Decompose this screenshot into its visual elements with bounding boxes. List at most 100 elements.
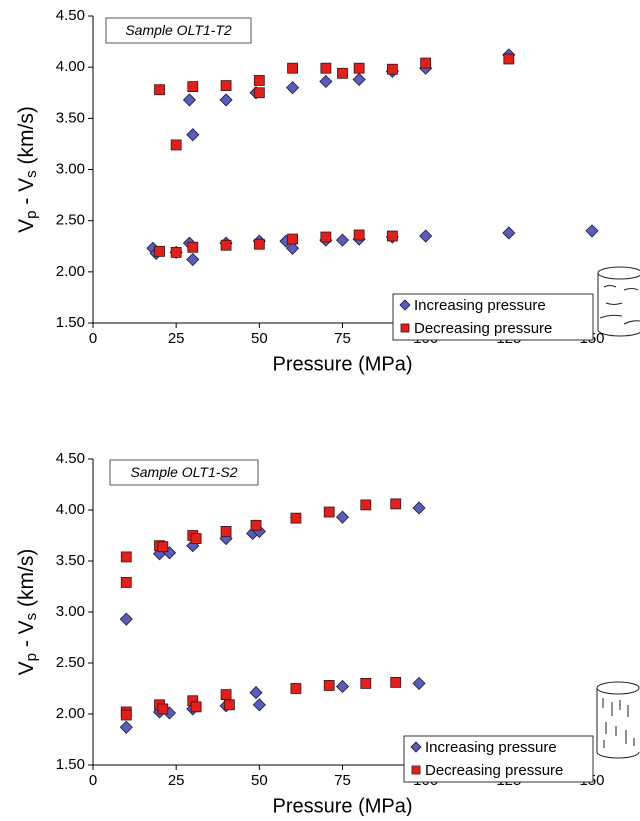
- data-point: [353, 62, 365, 74]
- data-point: [190, 533, 202, 544]
- data-point: [353, 229, 365, 241]
- data-point: [154, 84, 165, 96]
- x-axis-label: Pressure (MPa): [272, 353, 412, 375]
- legend-label: Increasing pressure: [414, 297, 546, 314]
- x-tick-label: 0: [89, 330, 97, 347]
- data-point: [119, 612, 133, 626]
- chart-title: Sample OLT1-T2: [125, 22, 232, 38]
- data-point: [253, 238, 265, 250]
- data-point: [287, 62, 299, 74]
- title-box: [105, 17, 252, 44]
- y-axis-label-part: V: [15, 661, 38, 675]
- data-point: [390, 498, 402, 510]
- data-point: [502, 226, 516, 240]
- data-point: [252, 698, 266, 712]
- data-point: [253, 87, 265, 99]
- legend-marker: [411, 765, 421, 775]
- y-tick-label: 3.50: [56, 109, 85, 126]
- x-tick-label: 75: [334, 772, 351, 789]
- data-point: [290, 683, 302, 694]
- data-point: [120, 709, 132, 721]
- data-point: [319, 74, 333, 89]
- data-point: [419, 229, 433, 243]
- y-tick-label: 1.50: [56, 756, 85, 773]
- x-tick-label: 25: [168, 330, 185, 347]
- legend-box: [392, 293, 594, 341]
- x-tick-label: 50: [251, 330, 268, 347]
- data-point: [223, 699, 235, 711]
- data-point: [190, 701, 202, 713]
- data-point: [220, 80, 232, 91]
- y-tick-label: 3.50: [56, 552, 85, 569]
- sample-sketch: [596, 681, 640, 759]
- y-tick-label: 2.50: [56, 212, 85, 229]
- data-point: [250, 519, 262, 531]
- x-axis-label: Pressure (MPa): [272, 795, 412, 816]
- chart-title: Sample OLT1-S2: [130, 464, 237, 480]
- data-point: [420, 57, 432, 69]
- legend-label: Increasing pressure: [425, 739, 557, 756]
- data-point: [187, 241, 199, 253]
- y-axis-label-part: - V: [15, 178, 38, 211]
- y-tick-label: 3.00: [56, 603, 85, 620]
- data-point: [335, 233, 350, 247]
- y-tick-label: 2.50: [56, 654, 85, 671]
- data-point: [320, 62, 332, 74]
- y-tick-label: 4.00: [56, 58, 85, 75]
- x-tick-label: 75: [334, 330, 351, 347]
- data-point: [170, 139, 182, 151]
- legend-marker: [410, 741, 422, 753]
- data-point: [220, 239, 232, 251]
- data-point: [412, 501, 426, 515]
- data-point: [412, 676, 426, 690]
- data-point: [386, 63, 398, 75]
- legend-label: Decreasing pressure: [414, 320, 552, 337]
- data-point: [220, 689, 232, 701]
- data-point: [219, 93, 233, 107]
- y-axis-label-part: (km/s): [15, 106, 38, 170]
- data-point: [120, 577, 132, 588]
- data-point: [335, 510, 350, 524]
- y-axis-label-part: p: [23, 210, 40, 218]
- data-point: [170, 246, 182, 258]
- data-point: [220, 526, 232, 537]
- x-tick-label: 0: [89, 772, 97, 789]
- y-axis-label: Vp - Vs (km/s): [15, 106, 40, 233]
- data-point: [335, 679, 350, 694]
- data-point: [323, 506, 335, 518]
- data-point: [249, 686, 263, 700]
- data-point: [286, 81, 300, 95]
- x-tick-label: 25: [168, 772, 185, 789]
- y-axis-label-part: V: [15, 219, 38, 233]
- y-tick-label: 1.50: [56, 314, 85, 331]
- legend-label: Decreasing pressure: [425, 762, 563, 779]
- data-point: [352, 72, 366, 87]
- data-point: [119, 720, 133, 734]
- data-point: [360, 499, 372, 511]
- data-point: [154, 245, 165, 257]
- y-tick-label: 4.00: [56, 501, 85, 518]
- y-axis-label-part: s: [23, 170, 40, 178]
- y-tick-label: 2.00: [56, 263, 85, 280]
- y-axis-label: Vp - Vs (km/s): [15, 549, 40, 676]
- title-box: [109, 459, 259, 486]
- data-point: [157, 703, 169, 715]
- data-point: [120, 551, 132, 563]
- y-axis-label-part: - V: [15, 620, 38, 653]
- data-point: [286, 241, 300, 255]
- legend-box: [403, 735, 594, 783]
- data-point: [287, 233, 299, 245]
- data-point: [187, 81, 199, 93]
- y-axis-label-part: (km/s): [15, 549, 38, 613]
- data-point: [386, 230, 398, 242]
- data-point: [186, 128, 200, 142]
- data-point: [182, 93, 197, 107]
- data-point: [360, 678, 372, 689]
- legend-marker: [400, 323, 410, 333]
- data-point: [337, 67, 348, 79]
- y-tick-label: 2.00: [56, 705, 85, 722]
- data-point: [503, 53, 515, 65]
- y-axis-label-part: p: [23, 653, 40, 661]
- x-tick-label: 50: [251, 772, 268, 789]
